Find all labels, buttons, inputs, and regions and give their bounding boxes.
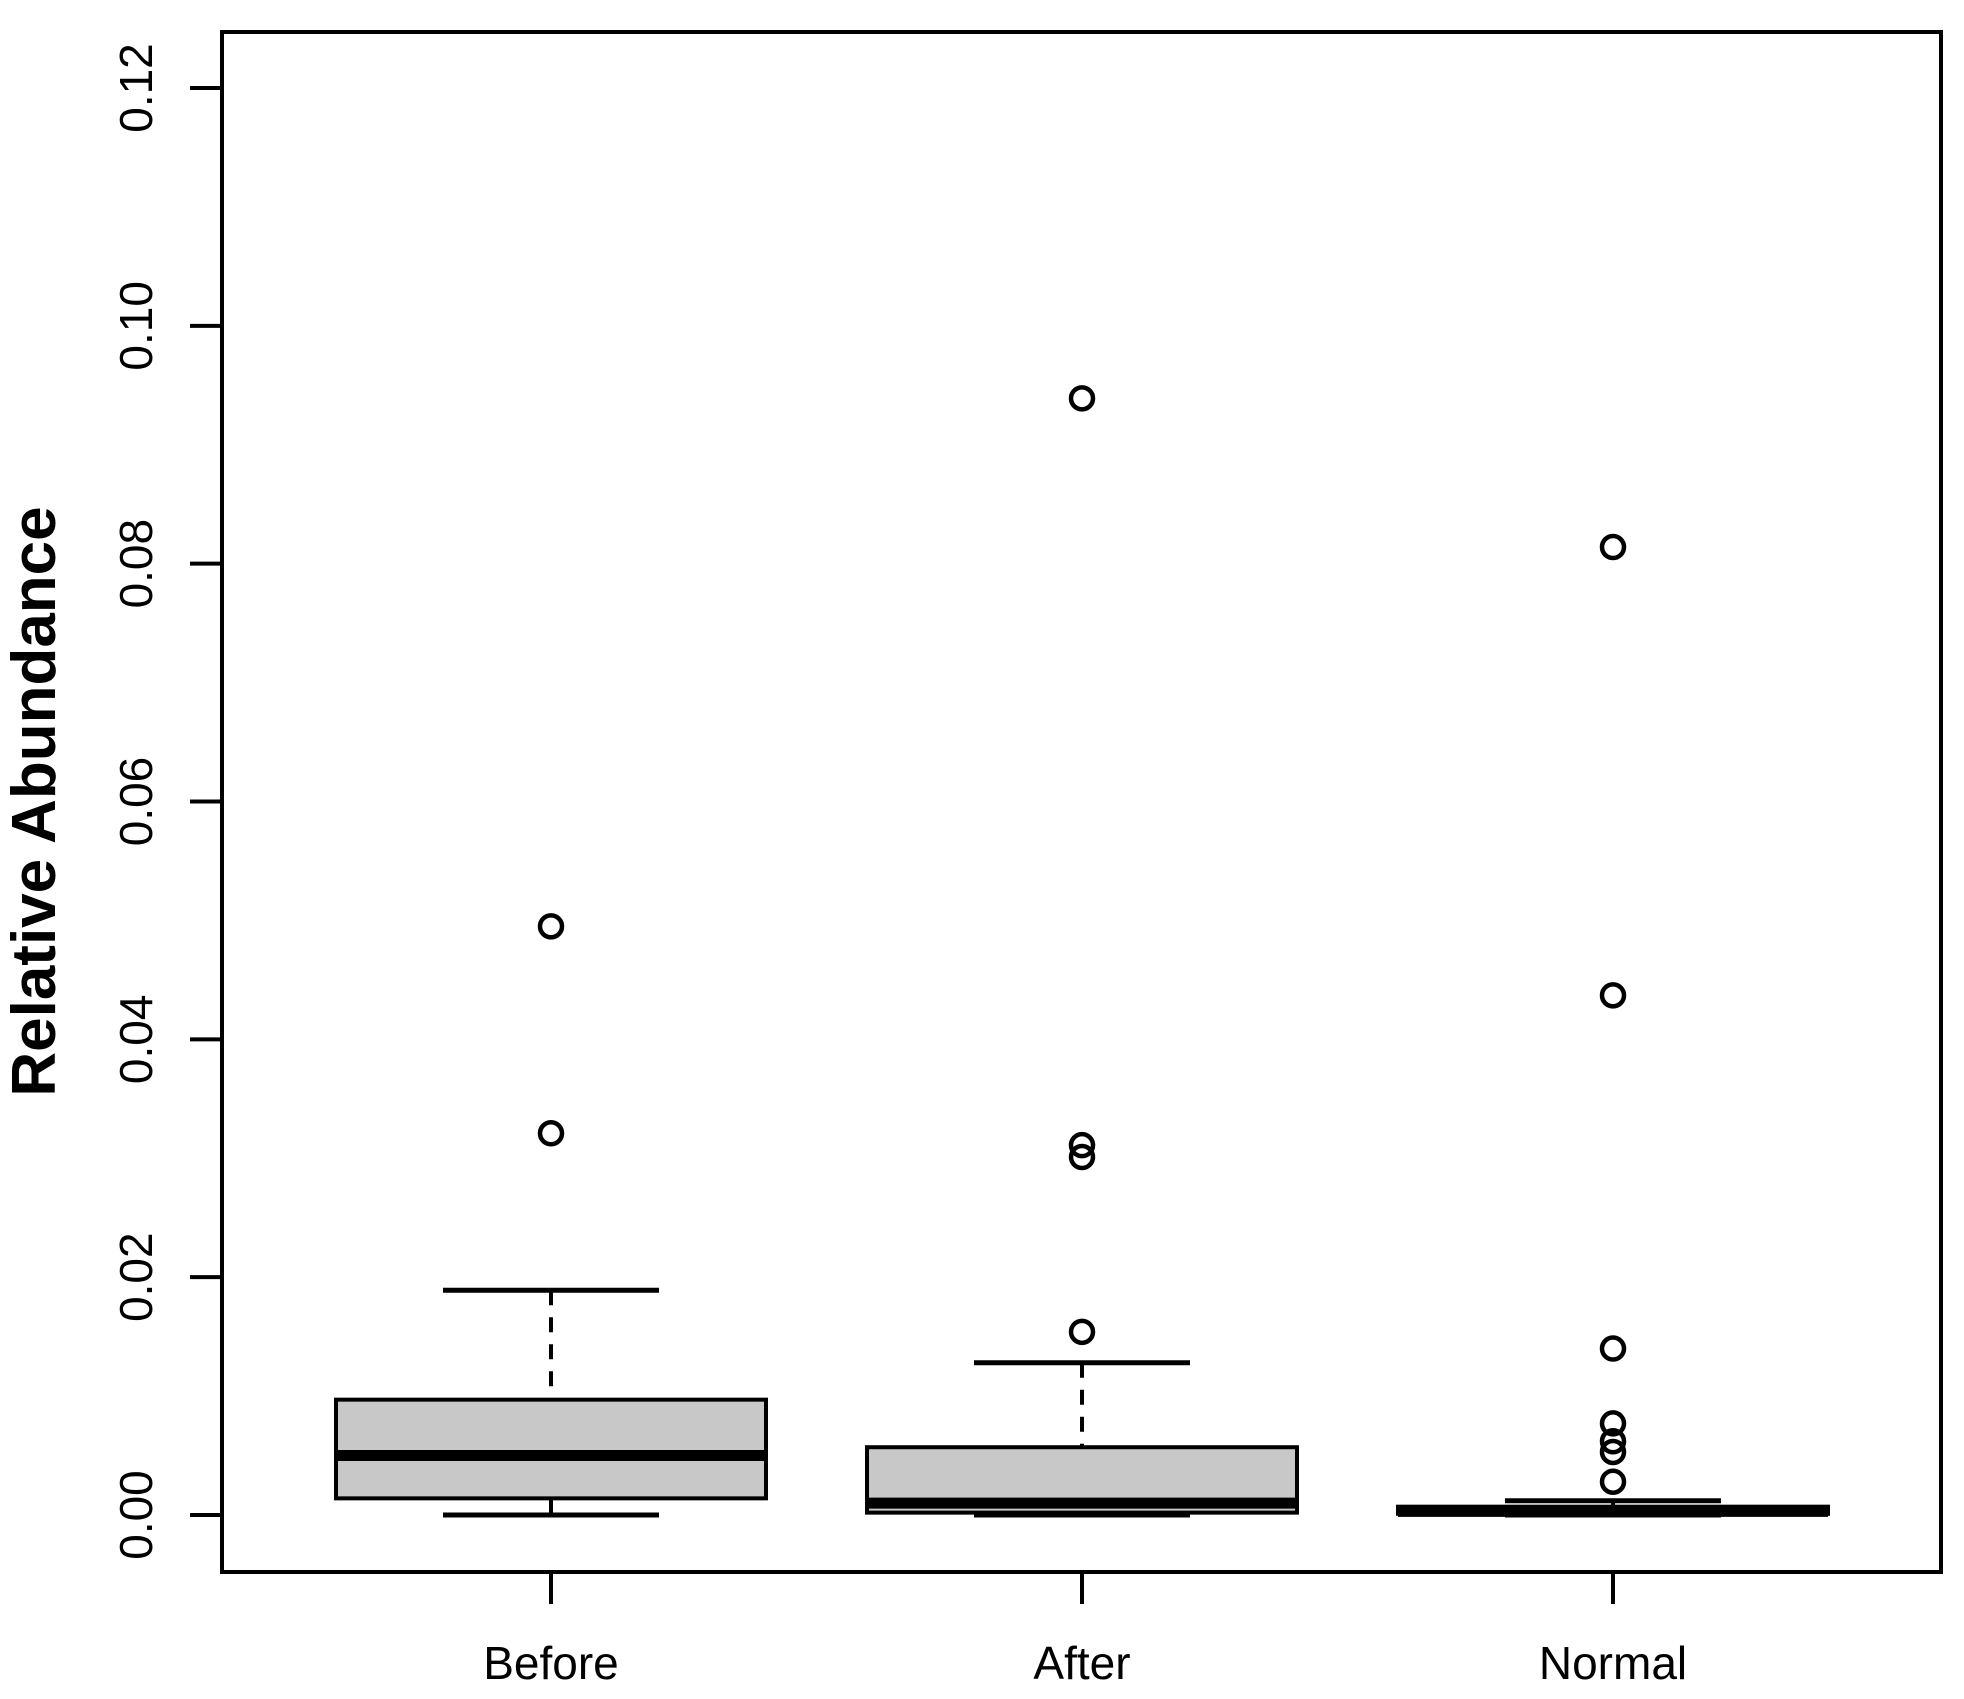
outlier-point: [537, 913, 565, 940]
outlier-point: [1599, 1428, 1627, 1455]
x-axis-category-label: After: [1033, 1637, 1130, 1689]
outlier-point: [537, 1120, 565, 1147]
y-axis-tick-label: 0.04: [110, 995, 162, 1085]
y-axis-tick-label: 0.02: [110, 1232, 162, 1322]
outlier-point: [1599, 1410, 1627, 1437]
outlier-point: [1599, 982, 1627, 1009]
outlier-point: [1068, 385, 1096, 412]
x-axis-category-label: Before: [483, 1637, 619, 1689]
y-axis-tick-label: 0.08: [110, 519, 162, 609]
outlier-point: [1068, 1143, 1096, 1171]
iqr-box: [334, 1397, 768, 1501]
outlier-point: [1068, 1318, 1096, 1346]
x-axis-category-label: Normal: [1539, 1637, 1687, 1689]
y-axis-tick-label: 0.12: [110, 43, 162, 133]
outlier-point: [1599, 1335, 1627, 1362]
outlier-point: [1599, 1438, 1627, 1466]
y-axis-title: Relative Abundance: [0, 506, 69, 1096]
outlier-point: [1068, 1131, 1096, 1159]
y-axis-tick-label: 0.06: [110, 757, 162, 847]
y-axis-tick-label: 0.10: [110, 281, 162, 371]
outlier-point: [1599, 533, 1627, 561]
outlier-point: [1599, 1468, 1627, 1495]
y-axis-tick-label: 0.00: [110, 1470, 162, 1560]
